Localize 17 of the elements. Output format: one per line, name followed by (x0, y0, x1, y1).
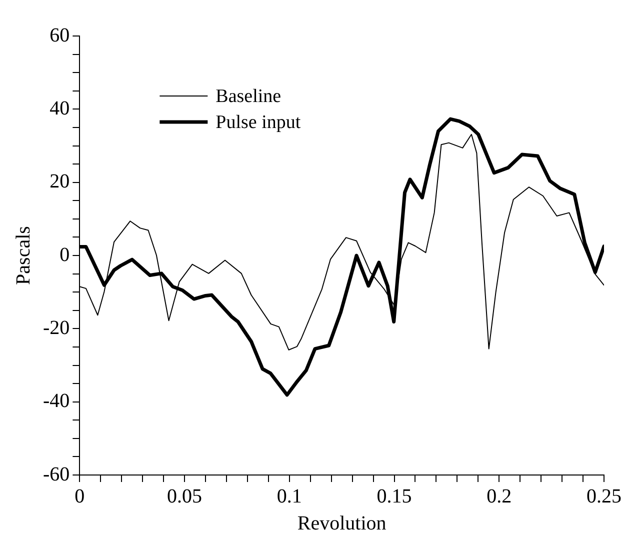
y-axis-title: Pascals (12, 226, 34, 285)
y-tick-label: -40 (42, 390, 70, 412)
y-tick-label: 20 (50, 170, 70, 193)
legend-label: Baseline (216, 86, 282, 107)
x-tick-label: 0.1 (276, 485, 302, 508)
y-tick-label: 60 (50, 24, 70, 46)
x-tick-label: 0.25 (586, 485, 622, 508)
y-tick-label: 0 (60, 244, 70, 266)
x-tick-label: 0.05 (167, 485, 202, 508)
x-tick-label: 0.15 (376, 485, 412, 508)
x-tick-label: 0 (74, 485, 85, 508)
legend-label: Pulse input (216, 112, 302, 133)
x-tick-label: 0.2 (486, 485, 512, 508)
y-tick-label: 40 (50, 97, 70, 120)
y-tick-label: -20 (42, 316, 70, 339)
x-axis-title: Revolution (297, 512, 386, 534)
y-tick-label: -60 (42, 463, 70, 486)
